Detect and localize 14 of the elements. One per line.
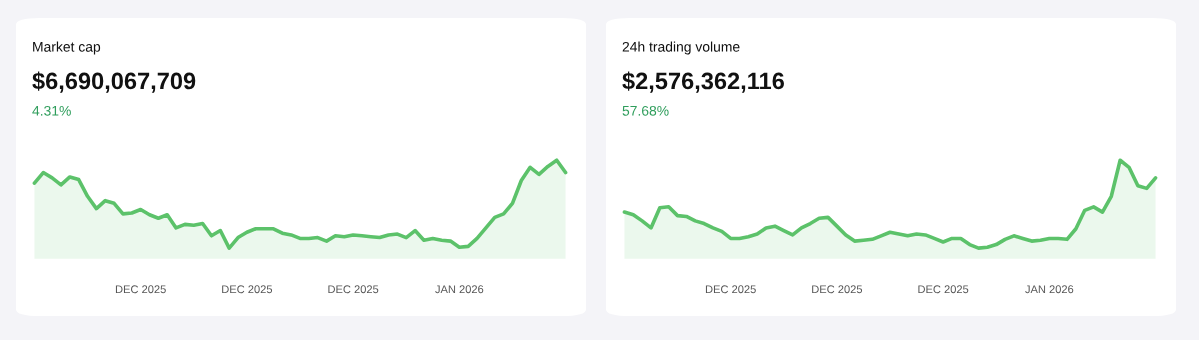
chart-subtitle: $6,690,067,709: [32, 71, 196, 93]
x-tick-label: DEC 2025: [812, 285, 863, 294]
x-tick-label: JAN 2026: [1025, 285, 1074, 294]
x-tick-label: DEC 2025: [328, 285, 379, 294]
x-tick-label: DEC 2025: [115, 285, 166, 294]
x-tick-label: DEC 2025: [222, 285, 273, 294]
chart-title: 24h trading volume: [622, 41, 740, 55]
chart-title: Market cap: [33, 41, 101, 55]
x-tick-label: JAN 2026: [435, 285, 484, 294]
x-tick-label: DEC 2025: [918, 285, 969, 294]
text: 57.68%: [622, 105, 669, 116]
x-tick-label: DEC 2025: [705, 285, 756, 294]
text: 4.31%: [32, 105, 71, 116]
chart-subtitle: $2,576,362,116: [622, 71, 784, 93]
